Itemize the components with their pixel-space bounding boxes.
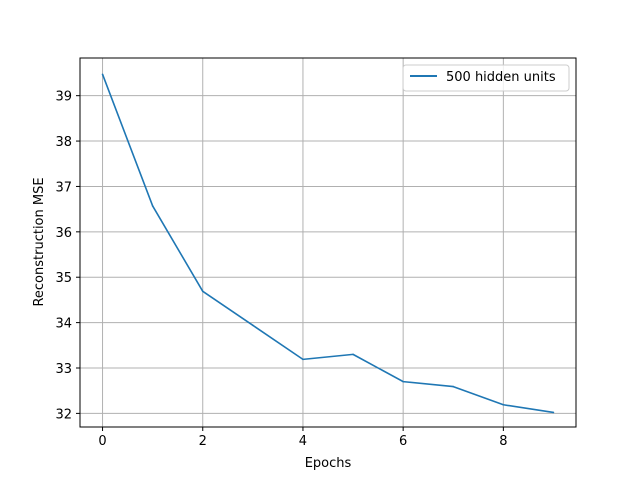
y-tick-label: 36 xyxy=(55,226,72,241)
x-tick-label: 6 xyxy=(399,434,407,449)
ticks: 0 2 4 6 8 32 33 34 35 36 37 38 39 xyxy=(55,90,507,449)
plot-area xyxy=(80,58,576,427)
y-tick-label: 34 xyxy=(55,317,72,332)
y-tick-label: 35 xyxy=(55,271,72,286)
data-point xyxy=(552,411,555,414)
data-point xyxy=(252,324,254,327)
x-tick-label: 2 xyxy=(199,434,207,449)
legend: 500 hidden units xyxy=(402,64,570,92)
data-point xyxy=(151,205,154,207)
x-tick-label: 4 xyxy=(299,434,307,449)
data-point xyxy=(452,385,455,388)
grid xyxy=(80,58,576,427)
x-tick-label: 0 xyxy=(98,434,106,449)
y-tick-label: 33 xyxy=(55,362,72,377)
y-tick-label: 32 xyxy=(55,407,72,422)
data-point xyxy=(201,290,204,293)
data-point xyxy=(352,353,354,356)
y-tick-label: 38 xyxy=(55,135,72,150)
legend-label: 500 hidden units xyxy=(446,70,556,85)
data-point xyxy=(101,73,104,76)
x-axis-label: Epochs xyxy=(305,456,352,471)
data-point xyxy=(302,358,304,361)
legend-box xyxy=(402,64,570,92)
series-layer xyxy=(101,73,555,414)
y-tick-label: 37 xyxy=(55,180,72,195)
y-tick-label: 39 xyxy=(55,90,72,105)
data-point xyxy=(502,403,505,406)
data-point xyxy=(402,380,404,383)
plot-frame xyxy=(79,57,577,428)
series-line xyxy=(101,74,554,414)
x-tick-label: 8 xyxy=(499,434,507,449)
y-axis-label: Reconstruction MSE xyxy=(32,177,47,306)
